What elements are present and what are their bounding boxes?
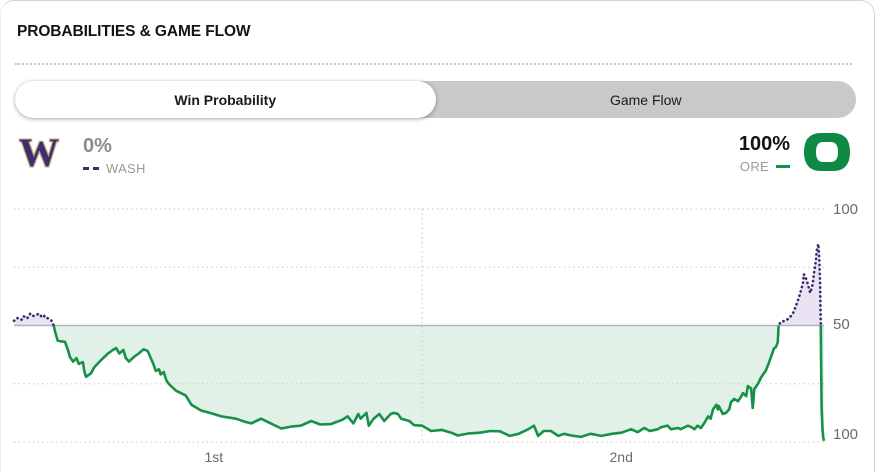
teams-legend: W 0% WASH 100% ORE (1, 129, 874, 191)
header-divider (15, 63, 852, 65)
chart-canvas (12, 208, 826, 443)
away-win-pct: 0% (83, 135, 112, 157)
y-axis-tick-label: 50 (833, 316, 850, 333)
oregon-logo (804, 133, 850, 171)
chart-type-tabs: Win Probability Game Flow (15, 81, 856, 118)
washington-logo: W (19, 130, 59, 175)
tab-game-flow[interactable]: Game Flow (609, 91, 682, 108)
ore-probability-area (14, 325, 824, 441)
wash-dashed-line-icon (83, 167, 99, 170)
section-title: PROBABILITIES & GAME FLOW (17, 23, 251, 40)
tab-win-probability[interactable]: Win Probability (15, 81, 436, 118)
ore-solid-line-icon (776, 165, 790, 168)
win-probability-chart: 100 50 100 1st 2nd (1, 196, 874, 472)
away-team-block: W 0% WASH (19, 130, 146, 177)
x-axis-period-label: 2nd (609, 449, 633, 465)
home-team-abbr: ORE (739, 159, 769, 174)
away-team-abbr: WASH (106, 161, 146, 176)
home-team-block: 100% ORE (739, 133, 850, 174)
y-axis-tick-label: 100 (833, 425, 859, 443)
x-axis-period-label: 1st (204, 449, 224, 465)
ore-probability-line (52, 325, 826, 442)
y-axis-tick-label: 100 (833, 200, 859, 218)
home-win-pct: 100% (738, 133, 790, 155)
